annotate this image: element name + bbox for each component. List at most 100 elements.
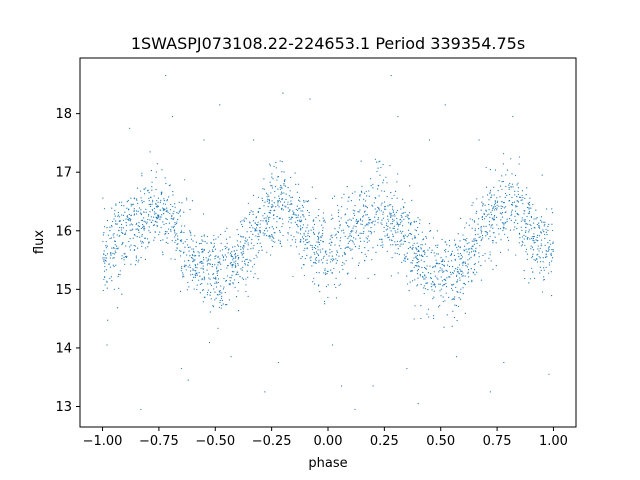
data-point bbox=[259, 230, 262, 232]
data-point bbox=[490, 226, 492, 228]
data-point bbox=[464, 261, 466, 263]
data-point bbox=[242, 266, 244, 269]
data-point bbox=[207, 283, 209, 285]
data-point bbox=[129, 249, 132, 251]
data-point bbox=[256, 227, 258, 229]
data-point bbox=[215, 255, 217, 257]
data-point bbox=[279, 231, 281, 233]
data-point bbox=[449, 276, 451, 278]
data-point bbox=[304, 218, 307, 220]
data-point bbox=[155, 203, 157, 205]
data-point bbox=[418, 250, 420, 253]
data-point bbox=[212, 306, 214, 308]
data-point bbox=[481, 234, 484, 237]
data-point bbox=[424, 267, 427, 269]
data-point bbox=[452, 310, 454, 312]
data-point bbox=[467, 272, 469, 275]
data-point bbox=[462, 234, 464, 236]
data-point bbox=[378, 161, 380, 163]
data-point bbox=[188, 286, 190, 288]
data-point bbox=[271, 235, 273, 237]
data-point bbox=[454, 296, 456, 298]
data-point bbox=[303, 201, 305, 203]
data-point bbox=[117, 214, 120, 216]
data-point bbox=[289, 209, 291, 211]
data-point bbox=[240, 248, 242, 251]
data-point bbox=[138, 207, 141, 209]
data-point bbox=[227, 252, 229, 254]
data-point bbox=[499, 251, 502, 254]
data-point bbox=[459, 268, 461, 270]
data-point bbox=[535, 239, 537, 241]
data-point bbox=[406, 236, 408, 238]
data-point bbox=[253, 257, 255, 260]
data-point bbox=[167, 242, 169, 244]
data-point bbox=[524, 218, 526, 221]
data-point bbox=[324, 272, 327, 274]
data-point bbox=[484, 253, 486, 255]
data-point bbox=[383, 226, 385, 229]
data-point bbox=[451, 266, 454, 268]
data-point bbox=[407, 234, 410, 236]
data-point bbox=[420, 259, 422, 261]
x-axis-label: phase bbox=[308, 456, 347, 471]
data-point bbox=[321, 229, 324, 232]
data-point bbox=[415, 255, 417, 257]
data-point bbox=[186, 289, 188, 291]
data-point bbox=[242, 247, 244, 249]
data-point bbox=[221, 249, 224, 251]
data-point bbox=[271, 226, 273, 228]
data-point bbox=[506, 218, 508, 220]
data-point bbox=[462, 272, 464, 274]
data-point bbox=[482, 254, 484, 257]
data-point bbox=[379, 174, 381, 176]
data-point bbox=[472, 272, 475, 274]
data-point bbox=[174, 241, 176, 243]
data-point bbox=[462, 261, 465, 263]
data-point bbox=[538, 226, 540, 228]
data-point bbox=[386, 195, 388, 198]
data-point bbox=[526, 253, 529, 255]
data-point bbox=[215, 238, 217, 240]
data-point bbox=[450, 252, 453, 255]
data-point bbox=[503, 202, 505, 204]
data-point bbox=[205, 257, 207, 259]
data-point bbox=[543, 231, 545, 233]
data-point bbox=[493, 216, 495, 218]
data-point bbox=[228, 248, 230, 250]
data-point bbox=[446, 314, 448, 316]
data-point bbox=[235, 274, 237, 276]
data-point bbox=[488, 203, 490, 206]
data-point bbox=[331, 251, 333, 253]
data-point bbox=[302, 224, 305, 226]
data-point bbox=[273, 165, 275, 167]
data-point bbox=[341, 255, 344, 257]
data-point bbox=[523, 238, 525, 240]
data-point bbox=[517, 190, 519, 192]
data-point bbox=[318, 259, 320, 261]
data-point bbox=[368, 230, 370, 232]
data-point bbox=[324, 268, 326, 270]
data-point bbox=[535, 209, 537, 211]
data-point bbox=[148, 213, 150, 216]
data-point bbox=[247, 276, 249, 278]
data-point bbox=[170, 209, 172, 211]
data-point bbox=[201, 279, 203, 281]
data-point bbox=[386, 250, 388, 252]
data-point bbox=[310, 256, 312, 258]
data-point bbox=[220, 285, 222, 287]
data-point bbox=[270, 210, 272, 212]
data-point bbox=[280, 191, 283, 193]
data-point bbox=[473, 221, 476, 223]
data-point bbox=[474, 274, 476, 276]
data-point bbox=[328, 255, 330, 257]
data-point bbox=[107, 319, 109, 321]
data-point bbox=[530, 245, 532, 247]
data-point bbox=[497, 228, 499, 230]
data-point bbox=[174, 236, 176, 238]
data-point bbox=[402, 198, 404, 200]
data-point bbox=[259, 223, 261, 225]
data-point bbox=[259, 242, 261, 244]
data-point bbox=[483, 218, 486, 220]
data-point bbox=[504, 222, 506, 224]
